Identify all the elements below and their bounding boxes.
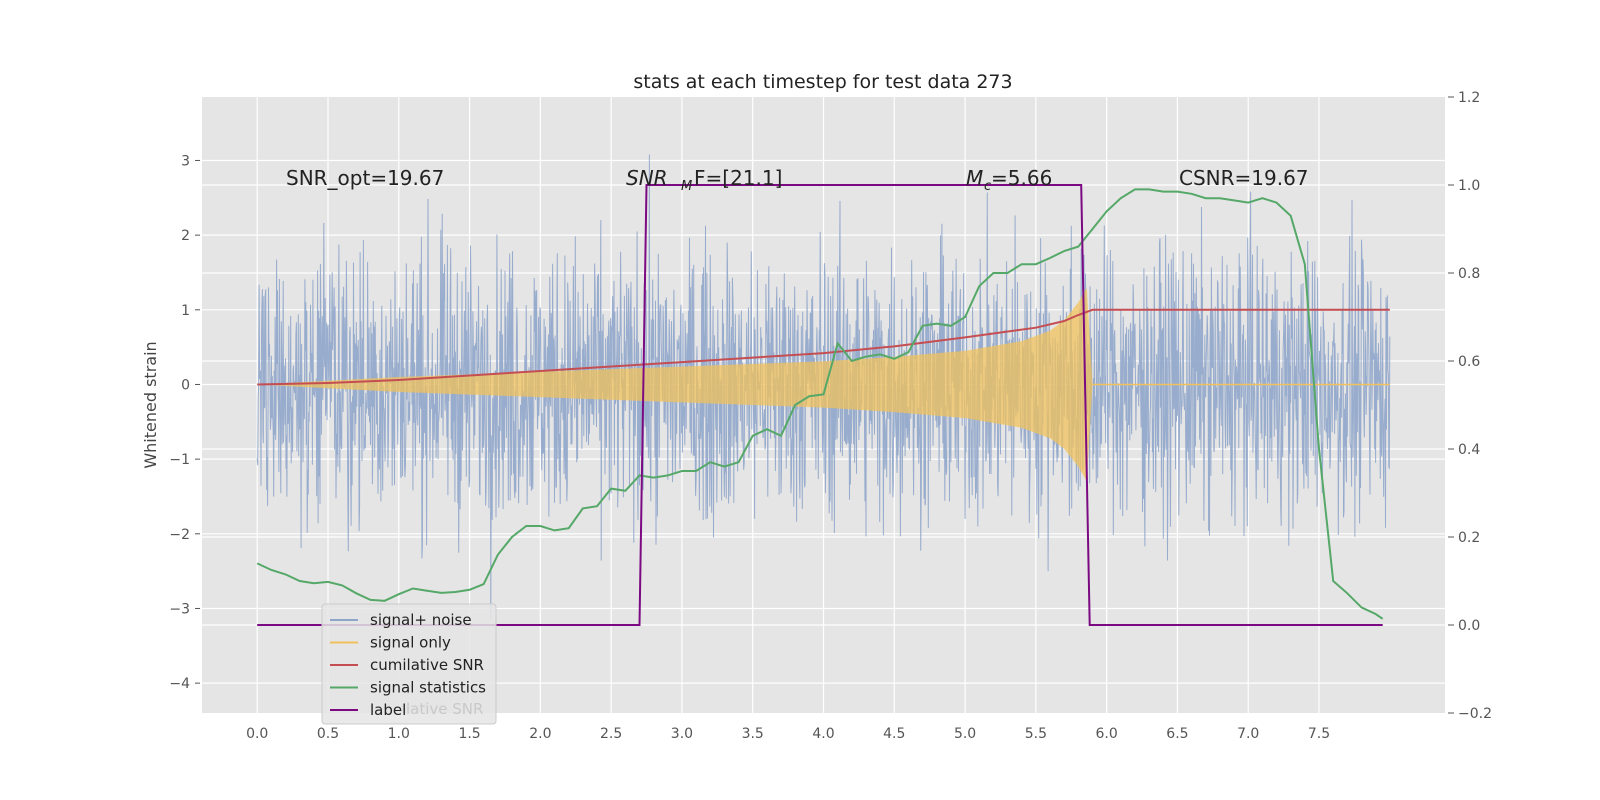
series-signal-only — [257, 288, 1390, 481]
line-cumilative-SNR — [257, 308, 1390, 386]
line-label — [257, 184, 1383, 626]
x-tick-label: 1.0 — [388, 726, 410, 742]
y2-tick-label: 1.2 — [1458, 90, 1480, 106]
x-tick-label: 5.0 — [954, 726, 976, 742]
y2-tick-label: 1.0 — [1458, 178, 1480, 194]
legend-overlap-text: lative SNR — [406, 700, 483, 718]
x-tick-label: 4.0 — [812, 726, 834, 742]
legend-label: signal statistics — [370, 679, 486, 697]
y-tick-label: 1 — [181, 303, 190, 319]
y2-tick-label: 0.2 — [1458, 530, 1480, 546]
signal-only-fill — [257, 288, 1093, 481]
x-tick-label: 3.5 — [742, 726, 764, 742]
annotation-text: F=[21.1] — [694, 166, 782, 190]
series-lines — [256, 184, 1390, 626]
line-signal-statistics — [256, 188, 1384, 620]
chart-title: stats at each timestep for test data 273 — [633, 71, 1012, 93]
x-tick-label: 7.5 — [1308, 726, 1330, 742]
x-tick-label: 7.0 — [1237, 726, 1259, 742]
y2-tick-label: 0.0 — [1458, 618, 1480, 634]
y2-tick-label: −0.2 — [1458, 706, 1492, 722]
y2-tick-label: 0.6 — [1458, 354, 1480, 370]
x-tick-label: 3.0 — [671, 726, 693, 742]
x-tick-label: 1.5 — [458, 726, 480, 742]
series-signal-noise — [256, 154, 1391, 619]
legend-box — [321, 603, 497, 725]
axes: 0.0 0.5 1.0 1.5 2.0 2.5 3.0 3.5 4.0 4.5 5.0 5.5 6.0 6… — [169, 90, 1492, 742]
annotation-text: M — [681, 179, 692, 194]
y-tick-label: −3 — [169, 601, 190, 617]
y2-tick-label: 0.4 — [1458, 442, 1480, 458]
y-tick-label: −1 — [169, 452, 190, 468]
legend-label: cumilative SNR — [370, 656, 484, 674]
x-tick-label: 6.5 — [1166, 726, 1188, 742]
annotation-text: SNR — [626, 166, 668, 190]
annotation-text: c — [984, 179, 991, 194]
y-tick-label: 0 — [181, 377, 190, 393]
y-axis-label: Whitened strain — [141, 341, 160, 468]
x-tick-label: 6.0 — [1096, 726, 1118, 742]
y-tick-label: −4 — [169, 676, 190, 692]
legend: lative SNR signal+ noise signal only cumila… — [321, 603, 497, 725]
x-tick-label: 5.5 — [1025, 726, 1047, 742]
y-tick-label: 2 — [181, 228, 190, 244]
y-tick-label: −2 — [169, 527, 190, 543]
annotation-text: CSNR=19.67 — [1179, 166, 1309, 190]
signal-noise-line — [256, 154, 1391, 619]
legend-label: label — [370, 701, 406, 719]
y2-tick-label: 0.8 — [1458, 266, 1480, 282]
legend-label: signal+ noise — [370, 611, 472, 629]
legend-label: signal only — [370, 634, 451, 652]
annotation-text: M — [966, 166, 983, 190]
annotation-text: =5.66 — [991, 166, 1052, 190]
x-tick-label: 0.0 — [246, 726, 268, 742]
x-tick-label: 2.0 — [529, 726, 551, 742]
y-tick-label: 3 — [181, 153, 190, 169]
annotation-text: SNR_opt=19.67 — [286, 166, 444, 190]
x-tick-label: 4.5 — [883, 726, 905, 742]
x-tick-label: 0.5 — [317, 726, 339, 742]
x-tick-label: 2.5 — [600, 726, 622, 742]
